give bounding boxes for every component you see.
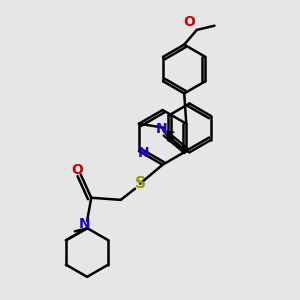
Text: C: C xyxy=(166,130,175,143)
Text: N: N xyxy=(79,217,91,231)
Text: O: O xyxy=(183,15,195,28)
Text: N: N xyxy=(155,122,167,136)
Text: S: S xyxy=(135,176,146,191)
Text: O: O xyxy=(71,164,83,177)
Text: N: N xyxy=(138,146,150,160)
